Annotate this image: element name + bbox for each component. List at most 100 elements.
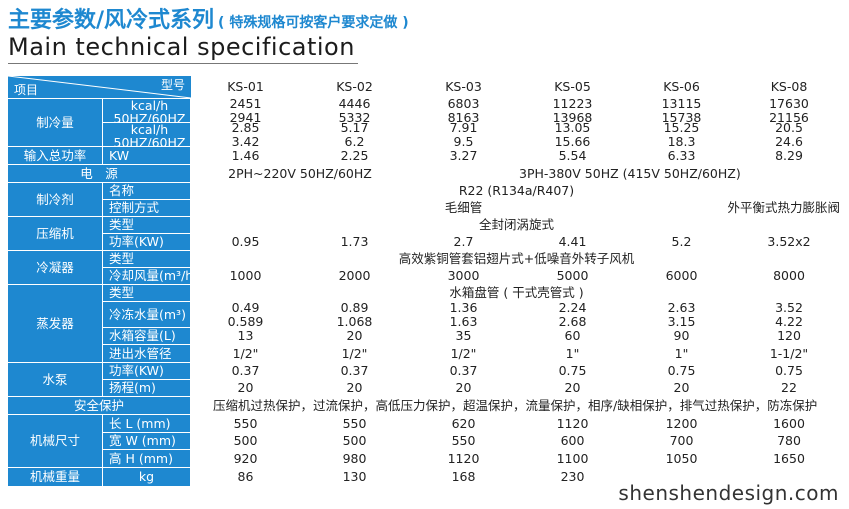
compressor-power-2: 1.73	[340, 234, 369, 250]
pump-head-2: 20	[346, 380, 363, 396]
cooling-kcal-2-line-2: 5332	[338, 109, 371, 125]
header-model-ks-01: KS-01	[227, 79, 264, 95]
cooling-kcal-3-line-1: 6803	[447, 96, 480, 112]
cooling-kcal-1-line-2: 2941	[229, 109, 262, 125]
condenser-label: 冷凝器	[8, 251, 102, 284]
pump-power-2: 0.37	[340, 363, 369, 379]
pump-power-5: 0.75	[667, 363, 696, 379]
power-value-5: 6.33	[667, 147, 696, 163]
evaporator-water-1-line-1: 0.49	[231, 300, 260, 316]
cooling-kw-3-line-1: 7.91	[449, 120, 478, 136]
cooling-label: 制冷量	[8, 99, 102, 146]
evaporator-water-5: 2.63 3.15	[627, 301, 736, 327]
power-value-1: 1.46	[231, 147, 260, 163]
evaporator-water-2: 0.89 1.068	[300, 300, 409, 329]
power-unit: KW	[103, 147, 190, 164]
pump-power-label: 功率(KW)	[103, 363, 190, 379]
evaporator-water-1-line-2: 0.589	[227, 313, 264, 329]
evaporator-tank-6: 120	[777, 328, 801, 344]
dimension-h-6: 1650	[773, 450, 805, 466]
power-value-6: 8.29	[775, 147, 803, 163]
compressor-power-6: 3.52x2	[767, 234, 811, 250]
dimension-h-3: 1120	[447, 450, 480, 466]
compressor-power-4: 4.41	[558, 234, 587, 250]
evaporator-water-label: 冷冻水量(m³)	[103, 302, 190, 327]
cooling-kcal-1: 2451 2941	[191, 97, 300, 125]
title-en: Main technical specification	[8, 33, 355, 61]
condenser-air-6: 8000	[773, 268, 805, 284]
pump-head-5: 20	[673, 380, 690, 396]
supply-single-phase: 2PH~220V 50HZ/60HZ	[228, 165, 372, 181]
supply-three-phase: 3PH-380V 50HZ (415V 50HZ/60HZ)	[519, 165, 741, 181]
safety-value: 压缩机过热保护，过流保护，高低压力保护，超温保护，流量保护，相序/缺相保护，排气…	[213, 397, 818, 413]
title-cn-note: ( 特殊规格可按客户要求定做 )	[218, 15, 409, 31]
pump-power-4: 0.75	[558, 363, 587, 379]
weight-value-1: 86	[237, 469, 254, 485]
title-cn-main: 主要参数/风冷式系列	[8, 8, 215, 33]
cooling-kcal-5-line-2: 15738	[661, 109, 702, 125]
pump-power-6: 0.75	[775, 363, 803, 379]
evaporator-water-1: 0.49 0.589	[191, 300, 300, 329]
header-model-ks-08: KS-08	[770, 79, 808, 95]
cooling-kcal-4: 11223 13968	[518, 96, 627, 125]
compressor-power-label: 功率(KW)	[103, 234, 190, 250]
dimension-l-1: 550	[233, 415, 258, 431]
evaporator-type-value: 水箱盘管 ( 干式壳管式 )	[449, 285, 584, 301]
cooling-kw-2: 5.17 6.2	[300, 120, 409, 147]
dimension-h-4: 1100	[556, 450, 589, 466]
condenser-air-2: 2000	[338, 268, 371, 284]
evaporator-water-4-line-2: 2.68	[558, 313, 587, 329]
refrigerant-control-a: 毛细管	[444, 200, 483, 216]
cooling-kw-1-line-2: 3.42	[231, 133, 260, 149]
diagonal-line	[8, 76, 191, 98]
dimension-h-label: 高 H (mm)	[103, 450, 190, 467]
evaporator-water-4-line-1: 2.24	[558, 300, 587, 316]
dimension-l-4: 1120	[556, 415, 589, 431]
cooling-kcal-3-line-2: 8163	[447, 109, 480, 125]
cooling-kw-4-line-1: 13.05	[554, 120, 591, 136]
cooling-kw-4: 13.05 15.66	[518, 120, 627, 149]
refrigerant-control-label: 控制方式	[103, 200, 190, 216]
cooling-kw-5: 15.25 18.3	[627, 120, 736, 147]
evaporator-water-2-line-1: 0.89	[340, 300, 369, 316]
cooling-kcal-4-line-2: 13968	[552, 109, 593, 125]
cooling-kcal-3: 6803 8163	[409, 96, 518, 125]
cooling-kw-6-line-1: 20.5	[775, 120, 803, 136]
pump-power-1: 0.37	[231, 363, 260, 379]
evaporator-water-6: 3.52 4.22	[736, 301, 842, 327]
pump-head-label: 扬程(m)	[103, 380, 190, 396]
dimension-h-1: 920	[233, 450, 258, 466]
cooling-kw-2-line-1: 5.17	[340, 120, 369, 136]
condenser-type-label: 类型	[103, 251, 190, 267]
cooling-kw-4-line-2: 15.66	[554, 133, 591, 149]
evaporator-water-3-line-2: 1.63	[449, 313, 478, 329]
evaporator-water-2-line-2: 1.068	[336, 313, 373, 329]
power-label: 输入总功率	[8, 147, 102, 164]
dimension-w-5: 700	[669, 433, 694, 449]
cooling-kcal-6: 17630 21156	[736, 97, 842, 123]
weight-value-4: 230	[560, 469, 585, 485]
dimension-w-6: 780	[777, 433, 801, 449]
pump-head-3: 20	[455, 380, 472, 396]
dimension-l-2: 550	[342, 415, 367, 431]
cooling-kcal-2-line-1: 4446	[338, 96, 371, 112]
evaporator-pipe-4: 1"	[565, 345, 580, 361]
evaporator-tank-label: 水箱容量(L)	[103, 328, 190, 344]
evaporator-type-label: 类型	[103, 285, 190, 301]
weight-unit: kg	[103, 468, 190, 486]
dimension-label: 机械尺寸	[8, 415, 102, 467]
cooling-kcal-4-line-1: 11223	[552, 96, 593, 112]
cooling-kw-5-line-1: 15.25	[663, 120, 700, 136]
evaporator-pipe-6: 1-1/2"	[769, 345, 809, 361]
cooling-kw-6: 20.5 24.6	[736, 120, 842, 147]
refrigerant-control-b: 外平衡式热力膨胀阀	[727, 200, 840, 216]
power-value-2: 2.25	[340, 147, 369, 163]
cooling-kw-3: 7.91 9.5	[409, 120, 518, 147]
dimension-w-3: 550	[451, 433, 476, 449]
dimension-l-label: 长 L (mm)	[103, 415, 190, 432]
header-model-ks-05: KS-05	[554, 79, 591, 95]
dimension-w-1: 500	[233, 433, 258, 449]
evaporator-pipe-3: 1/2"	[450, 345, 477, 361]
model-label: 型号	[160, 78, 185, 92]
condenser-air-4: 5000	[556, 268, 589, 284]
